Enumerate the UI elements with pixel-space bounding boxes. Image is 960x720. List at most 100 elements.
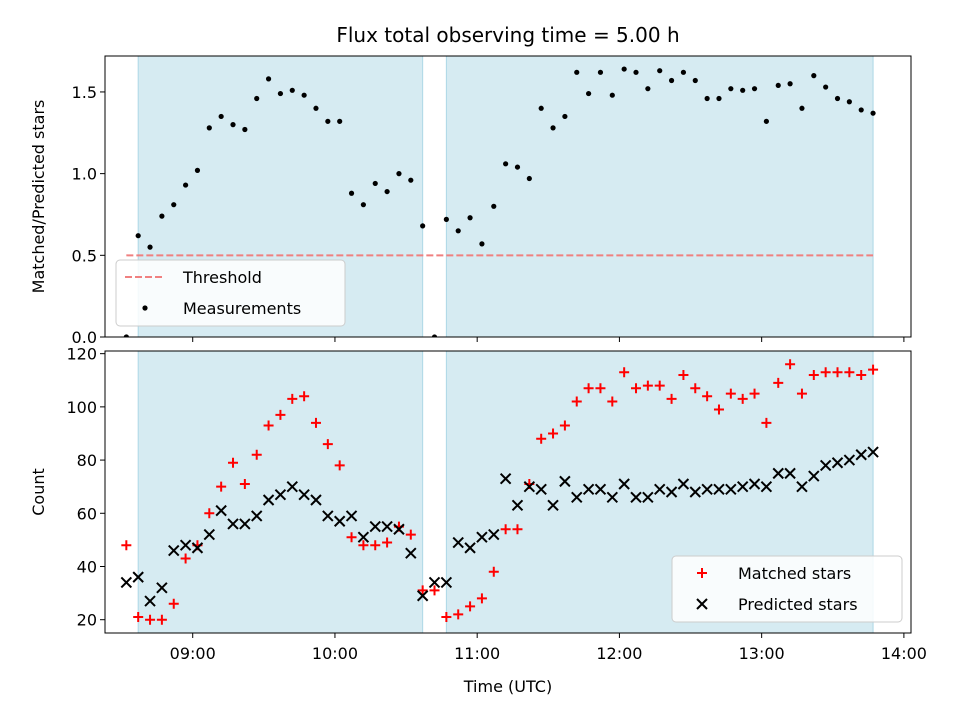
predicted-stars-point — [855, 449, 867, 461]
matched-stars-point — [275, 409, 286, 420]
predicted-stars-point — [831, 457, 844, 469]
panel-2: 20 40 60 80 100 120 09:00 10:00 11:00 12:00 13:00 1… — [29, 345, 927, 696]
predicted-stars-point — [345, 510, 358, 522]
predicted-stars-point — [642, 491, 654, 504]
x-tick-label: 10:00 — [312, 644, 358, 663]
predicted-stars-point — [772, 467, 784, 480]
x-tick-label: 11:00 — [454, 644, 500, 663]
matched-stars-point — [796, 388, 807, 399]
predicted-stars-point — [689, 486, 701, 498]
predicted-stars-point — [571, 491, 583, 504]
measurements-point — [408, 177, 414, 183]
measurements-point — [763, 118, 769, 124]
measurements-point — [194, 167, 201, 173]
matched-stars-point — [465, 601, 476, 612]
predicted-stars-point — [428, 576, 441, 589]
predicted-stars-point — [227, 518, 239, 530]
matched-stars-point — [536, 433, 547, 444]
measurements-point — [325, 118, 331, 124]
matched-stars-point — [595, 383, 606, 394]
measurements-point — [645, 86, 651, 92]
matched-stars-point — [429, 585, 440, 596]
measurements-point — [692, 77, 698, 84]
matched-stars-point — [156, 614, 167, 625]
predicted-stars-point — [796, 480, 808, 493]
predicted-stars-point — [440, 576, 453, 589]
predicted-stars-point — [144, 595, 156, 607]
predicted-stars-point — [476, 531, 488, 543]
predicted-stars-point — [132, 571, 144, 583]
predicted-stars-point — [665, 486, 678, 498]
predicted-stars-point — [654, 483, 666, 496]
legend-measurements-label: Measurements — [183, 299, 301, 318]
matched-stars-point — [204, 508, 215, 519]
legend: Matched stars Predicted stars — [671, 555, 903, 623]
measurements-point — [479, 241, 485, 247]
matched-stars-point — [571, 396, 582, 407]
matched-stars-point — [761, 417, 772, 428]
legend-measurements-swatch — [142, 305, 148, 311]
predicted-stars-point — [156, 582, 168, 594]
matched-stars-point — [405, 529, 416, 540]
predicted-stars-point — [582, 483, 595, 496]
y-tick-label: 40 — [77, 557, 97, 576]
matched-stars-point — [263, 420, 274, 431]
y-tick-label: 1.5 — [72, 83, 97, 102]
matched-stars-point — [168, 598, 179, 609]
y-axis-label: Count — [29, 468, 48, 516]
matched-stars-point — [725, 388, 736, 399]
matched-stars-point — [287, 393, 298, 404]
chart-title: Flux total observing time = 5.00 h — [336, 23, 679, 47]
matched-stars-point — [832, 367, 843, 378]
legend-matched-swatch — [697, 568, 707, 578]
measurements-point — [171, 202, 177, 208]
y-tick-label: 20 — [77, 611, 97, 630]
predicted-stars-point — [310, 494, 322, 506]
y-tick-label: 1.0 — [72, 165, 97, 184]
predicted-stars-point — [168, 544, 180, 557]
matched-stars-point — [808, 369, 819, 380]
predicted-stars-point — [120, 576, 133, 589]
matched-stars-point — [239, 479, 250, 490]
matched-stars-point — [642, 380, 653, 391]
measurements-point — [514, 164, 521, 170]
measurements-point — [277, 90, 284, 97]
matched-stars-point — [631, 383, 642, 394]
predicted-stars-point — [748, 478, 761, 490]
measurements-point — [597, 69, 604, 75]
predicted-stars-point — [808, 470, 820, 482]
predicted-stars-point — [333, 515, 346, 527]
matched-stars-point — [737, 393, 748, 404]
y-axis-label: Matched/Predicted stars — [29, 100, 48, 294]
measurements-point — [823, 84, 829, 90]
predicted-stars-point — [369, 520, 381, 533]
measurements-point — [846, 99, 852, 105]
measurements-point — [348, 190, 355, 196]
predicted-stars-point — [262, 494, 275, 506]
x-tick-label: 13:00 — [739, 644, 785, 663]
predicted-stars-point — [701, 483, 713, 496]
predicted-stars-point — [867, 446, 879, 458]
measurements-point — [740, 87, 746, 93]
predicted-stars-point — [464, 542, 476, 554]
predicted-stars-point — [784, 467, 796, 480]
measurements-point — [218, 113, 224, 120]
matched-stars-point — [251, 449, 262, 460]
measurements-point — [586, 90, 592, 97]
y-tick-label: 120 — [66, 345, 97, 364]
matched-stars-point — [690, 383, 701, 394]
measurements-point — [550, 125, 556, 131]
matched-stars-point — [370, 540, 381, 551]
measurements-point — [633, 69, 639, 75]
matched-stars-point — [548, 428, 559, 439]
predicted-stars-point — [760, 480, 773, 493]
matched-stars-point — [133, 612, 144, 623]
measurements-point — [301, 92, 307, 98]
measurements-point — [183, 182, 189, 188]
predicted-stars-point — [523, 480, 536, 493]
matched-stars-point — [785, 359, 796, 370]
predicted-stars-point — [322, 510, 334, 522]
matched-stars-point — [476, 593, 487, 604]
measurements-point — [799, 105, 805, 111]
measurements-point — [337, 118, 343, 124]
